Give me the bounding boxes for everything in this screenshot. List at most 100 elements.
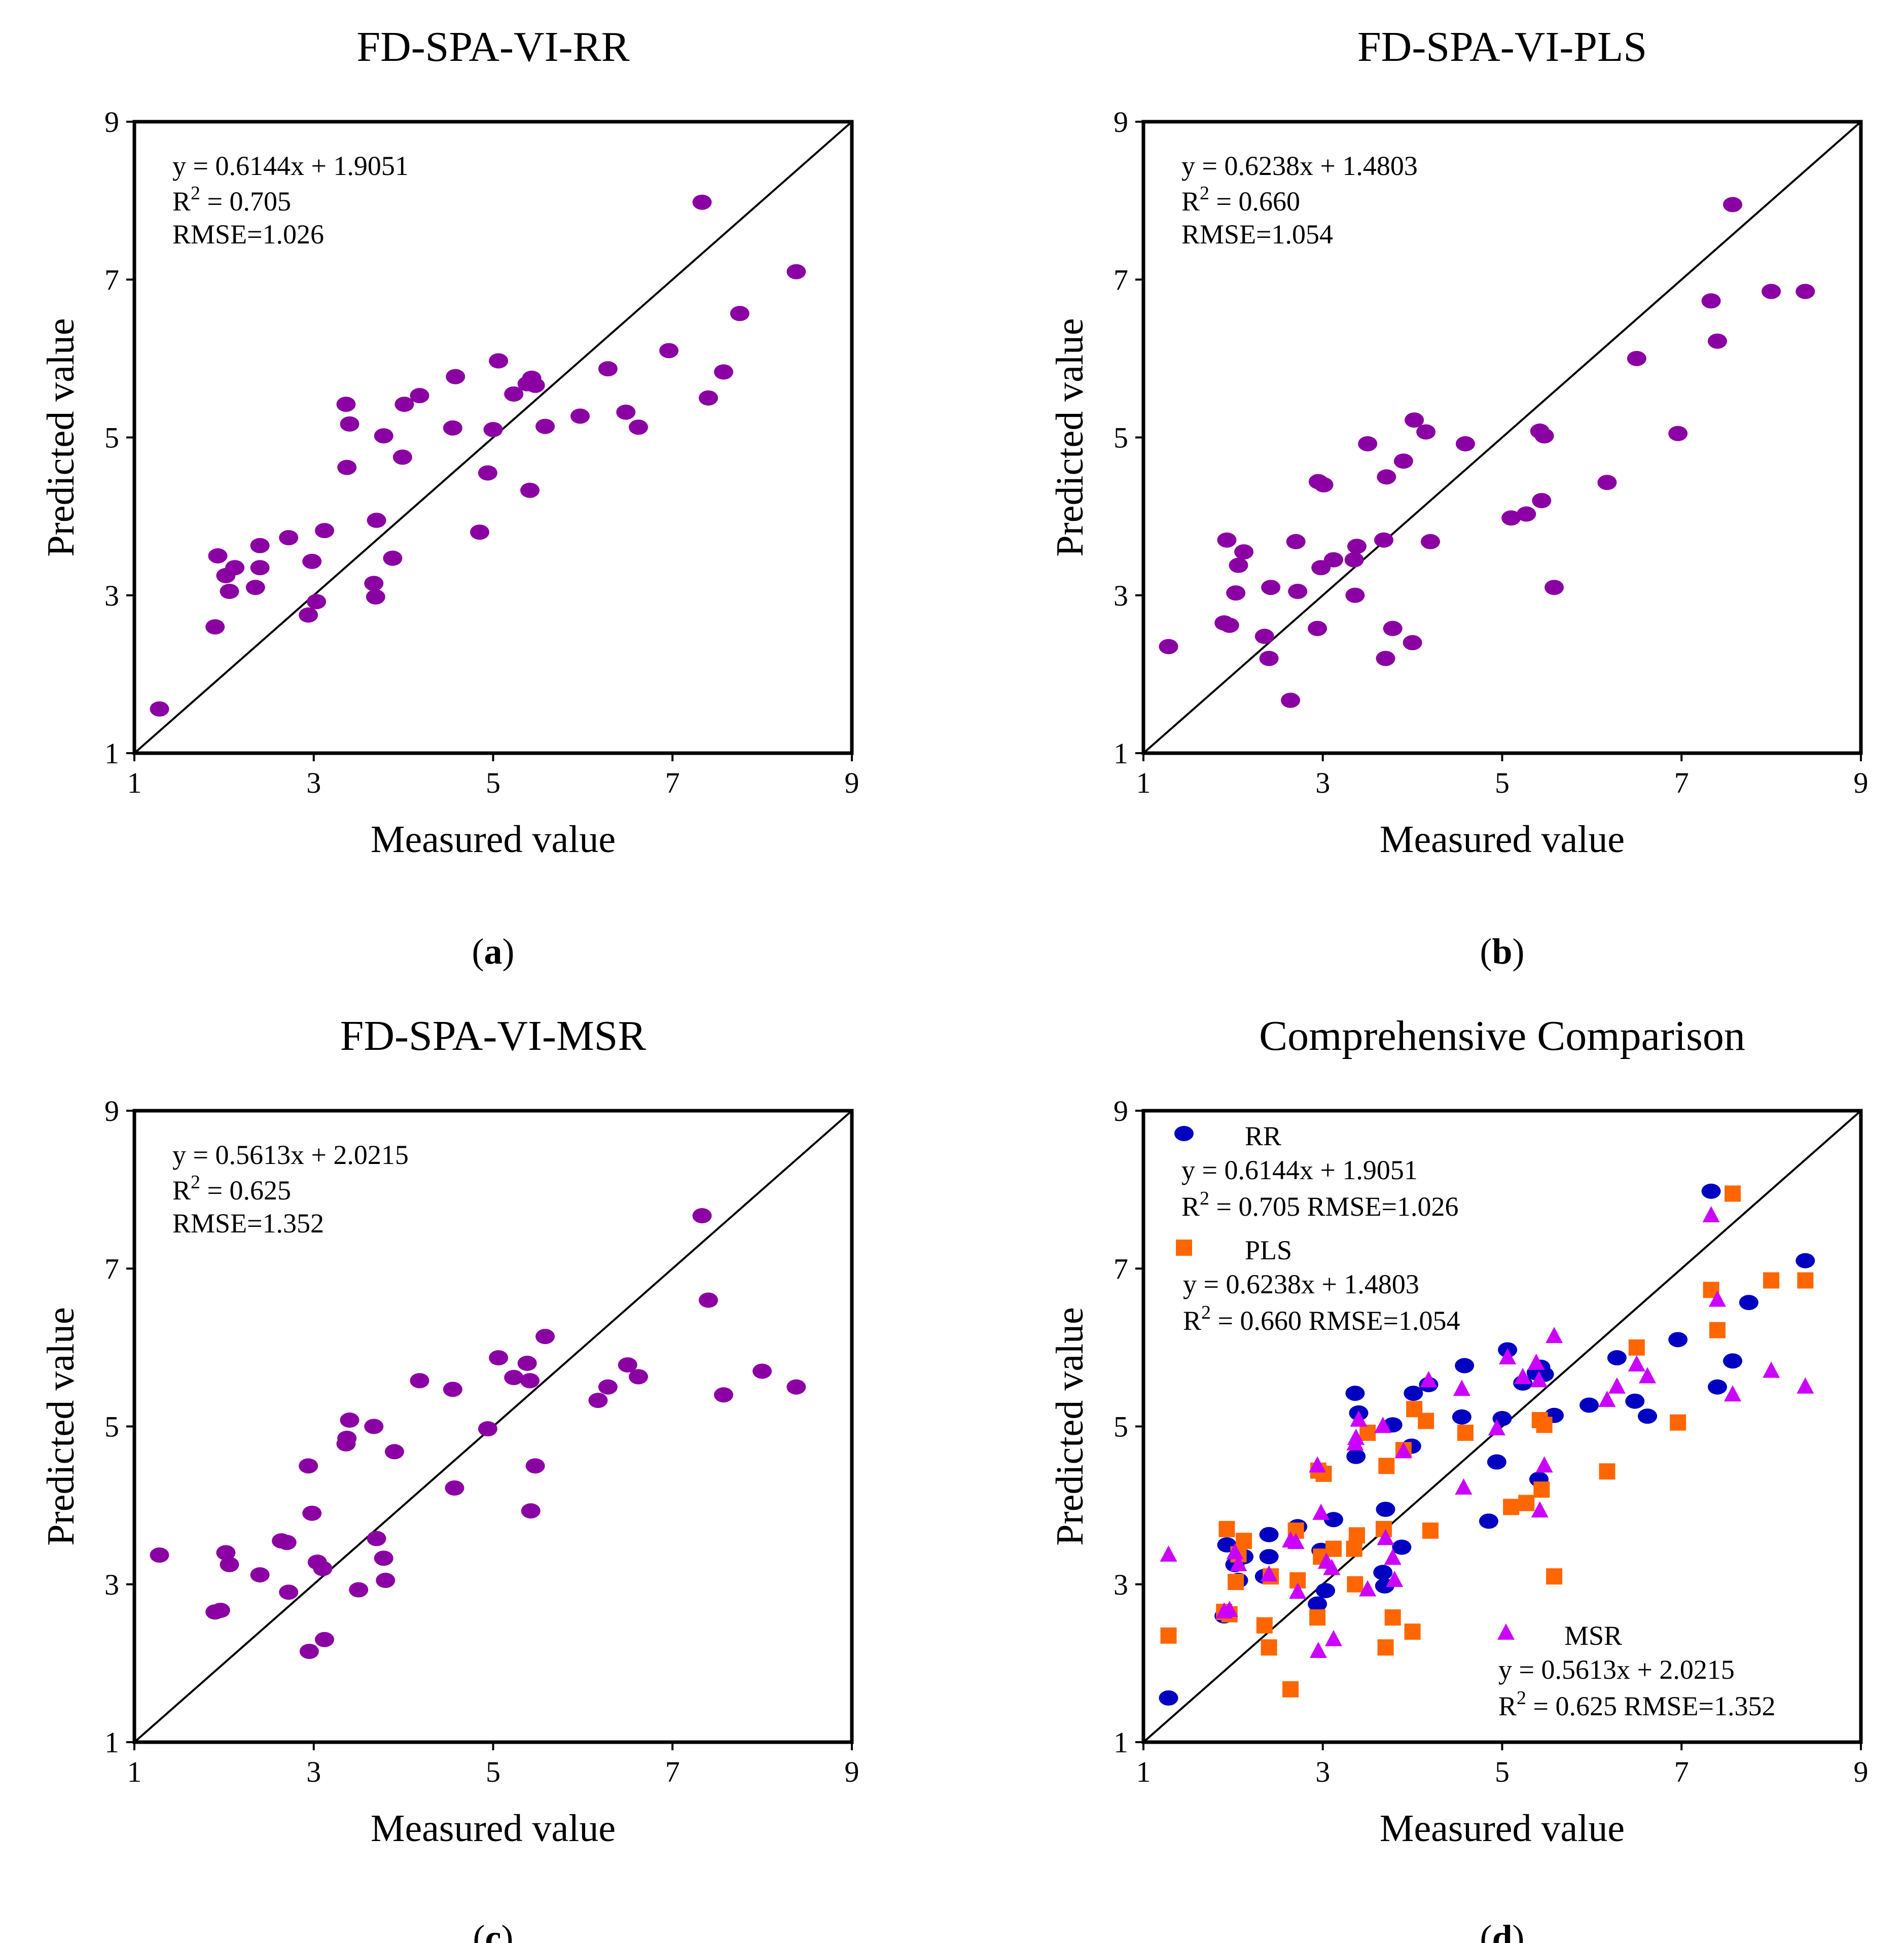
data-point xyxy=(1325,1540,1342,1557)
data-point xyxy=(1288,583,1308,599)
y-tick-label: 3 xyxy=(104,579,119,612)
data-point xyxy=(1514,1368,1532,1385)
data-point xyxy=(1159,639,1178,654)
data-point xyxy=(1384,1548,1402,1565)
x-tick-label: 7 xyxy=(1674,766,1689,799)
data-point xyxy=(618,1357,637,1373)
data-point xyxy=(1709,1290,1726,1307)
data-point xyxy=(1488,1419,1505,1436)
data-point xyxy=(786,1379,806,1395)
data-point xyxy=(245,580,265,595)
data-point xyxy=(1316,1583,1336,1599)
chart-d: Comprehensive Comparison (d) 11 3 3 5 5 7 7 9 9 Mea… xyxy=(1049,1012,1869,1943)
data-point xyxy=(714,1387,734,1403)
legend-r2-rmse: R2 = 0.660 RMSE=1.054 xyxy=(1183,1302,1460,1336)
data-point xyxy=(313,1561,333,1576)
subfigure-letter: b xyxy=(1492,931,1512,972)
subfigure-letter: c xyxy=(485,1918,501,1943)
data-point xyxy=(629,419,649,435)
data-point xyxy=(302,1505,322,1521)
data-point xyxy=(1229,557,1248,573)
data-point xyxy=(337,1430,357,1446)
plot-frame xyxy=(132,1109,854,1744)
x-tick-label: 3 xyxy=(306,1755,321,1788)
legend-marker xyxy=(1174,1126,1194,1141)
x-tick-label: 9 xyxy=(845,1755,859,1788)
data-point xyxy=(1701,1183,1721,1199)
data-point xyxy=(659,343,679,359)
data-point xyxy=(392,449,412,465)
data-point xyxy=(1309,1642,1327,1658)
y-tick-label: 1 xyxy=(104,1726,119,1759)
data-point xyxy=(374,1550,393,1566)
data-point xyxy=(366,589,385,605)
r2-symbol: R xyxy=(1181,1191,1200,1222)
data-point xyxy=(598,361,618,377)
r2-superscript: 2 xyxy=(1201,1302,1211,1323)
data-point xyxy=(714,364,734,380)
series-pls xyxy=(1160,1185,1814,1698)
y-tick-label: 9 xyxy=(104,1094,119,1127)
data-point xyxy=(443,420,462,436)
data-point xyxy=(1226,585,1246,601)
x-tick-label: 9 xyxy=(1854,766,1869,799)
data-point xyxy=(1260,1565,1278,1582)
data-point xyxy=(1598,1391,1616,1407)
r2-value: = 0.660 RMSE=1.054 xyxy=(1211,1305,1460,1336)
x-tick-label: 1 xyxy=(127,1755,142,1788)
r2-superscript: 2 xyxy=(1200,1188,1209,1209)
r2-value: = 0.705 RMSE=1.026 xyxy=(1209,1191,1458,1222)
data-point xyxy=(1347,1428,1365,1445)
r2-symbol: R xyxy=(1498,1691,1517,1721)
one-to-one-line xyxy=(1142,121,1862,754)
data-point xyxy=(1254,628,1274,644)
paren-close: ) xyxy=(1513,931,1525,972)
data-point xyxy=(1159,1690,1178,1706)
data-point xyxy=(1324,1630,1342,1646)
data-point xyxy=(1281,692,1301,708)
data-point xyxy=(1625,1393,1645,1409)
legend-series-name: MSR xyxy=(1564,1620,1622,1651)
data-point xyxy=(394,397,414,412)
data-point xyxy=(1323,1559,1341,1575)
y-tick-label: 5 xyxy=(1113,421,1128,454)
legend-r2-rmse: R2 = 0.625 RMSE=1.352 xyxy=(1498,1687,1776,1721)
r2-symbol: R xyxy=(1181,186,1200,217)
data-point xyxy=(1259,1549,1279,1565)
data-point xyxy=(1359,1580,1377,1597)
data-point xyxy=(598,1379,618,1395)
data-point xyxy=(786,264,806,279)
data-point xyxy=(1383,621,1403,637)
r2-symbol: R xyxy=(172,186,191,217)
data-point xyxy=(364,1419,384,1434)
data-point xyxy=(1797,1272,1814,1289)
x-axis-label: Measured value xyxy=(1380,1807,1625,1850)
data-point xyxy=(1309,1609,1326,1626)
x-axis-label: Measured value xyxy=(371,1807,616,1850)
data-point xyxy=(337,460,357,475)
data-point xyxy=(1404,1623,1421,1640)
data-point xyxy=(208,548,228,563)
data-point xyxy=(1323,552,1343,568)
data-point xyxy=(1455,436,1475,451)
data-point xyxy=(1739,1295,1758,1311)
data-point xyxy=(1518,1495,1535,1511)
data-point xyxy=(699,390,718,406)
plot-frame xyxy=(132,120,854,755)
y-tick-label: 1 xyxy=(1113,737,1128,770)
rmse-value: RMSE=1.026 xyxy=(172,219,324,250)
data-point xyxy=(367,512,386,528)
y-tick-label: 7 xyxy=(1113,263,1128,296)
data-point xyxy=(1376,1501,1395,1517)
subfigure-label: (d) xyxy=(1480,1918,1524,1943)
r-squared: R2 = 0.625 xyxy=(172,1172,291,1206)
data-point xyxy=(1701,293,1721,309)
data-point xyxy=(1347,539,1367,554)
data-point xyxy=(1795,1253,1815,1268)
data-point xyxy=(570,408,590,424)
legend-marker xyxy=(1497,1623,1515,1640)
plot-frame xyxy=(1141,120,1863,755)
data-point xyxy=(1599,1463,1615,1480)
data-point xyxy=(1725,1185,1741,1202)
